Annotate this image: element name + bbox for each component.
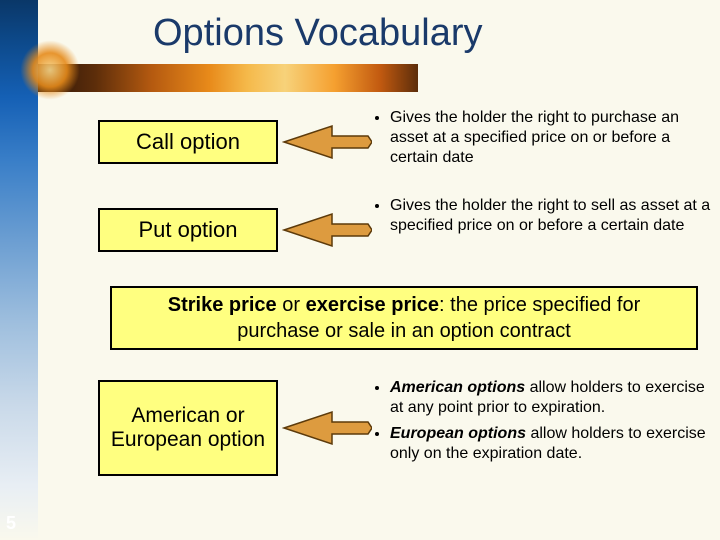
- box-put-option: Put option: [98, 208, 278, 252]
- row-call: Call option Gives the holder the right t…: [38, 108, 720, 180]
- definition-call-text: Gives the holder the right to purchase a…: [390, 108, 712, 168]
- strike-bold-1: Strike price: [168, 294, 277, 316]
- definition-put-text: Gives the holder the right to sell as as…: [390, 196, 712, 236]
- header-band: [38, 64, 418, 92]
- definition-put: Gives the holder the right to sell as as…: [372, 196, 712, 242]
- bullet-european-em: European options: [390, 425, 526, 442]
- box-strike-price: Strike price or exercise price: the pric…: [110, 286, 698, 350]
- strike-bold-2: exercise price: [306, 294, 439, 316]
- row-amer-euro: American or European option American opt…: [38, 376, 720, 486]
- definition-call: Gives the holder the right to purchase a…: [372, 108, 712, 174]
- page-title: Options Vocabulary: [153, 12, 483, 55]
- strike-mid: or: [277, 294, 306, 316]
- bullet-american-em: American options: [390, 379, 525, 396]
- arrow-icon: [282, 408, 372, 448]
- arrow-call: [282, 122, 372, 162]
- definition-amer-euro: American options allow holders to exerci…: [372, 378, 720, 470]
- slide-page: Options Vocabulary Call option Gives the…: [38, 0, 720, 540]
- bullet-european: European options allow holders to exerci…: [390, 424, 720, 464]
- arrow-put: [282, 210, 372, 250]
- box-call-option: Call option: [98, 120, 278, 164]
- row-put: Put option Gives the holder the right to…: [38, 196, 720, 268]
- header-glow: [20, 40, 80, 100]
- slide-number: 5: [6, 513, 16, 534]
- bullet-american: American options allow holders to exerci…: [390, 378, 720, 418]
- box-american-european: American or European option: [98, 380, 278, 476]
- arrow-icon: [282, 210, 372, 250]
- arrow-amer-euro: [282, 408, 372, 448]
- arrow-icon: [282, 122, 372, 162]
